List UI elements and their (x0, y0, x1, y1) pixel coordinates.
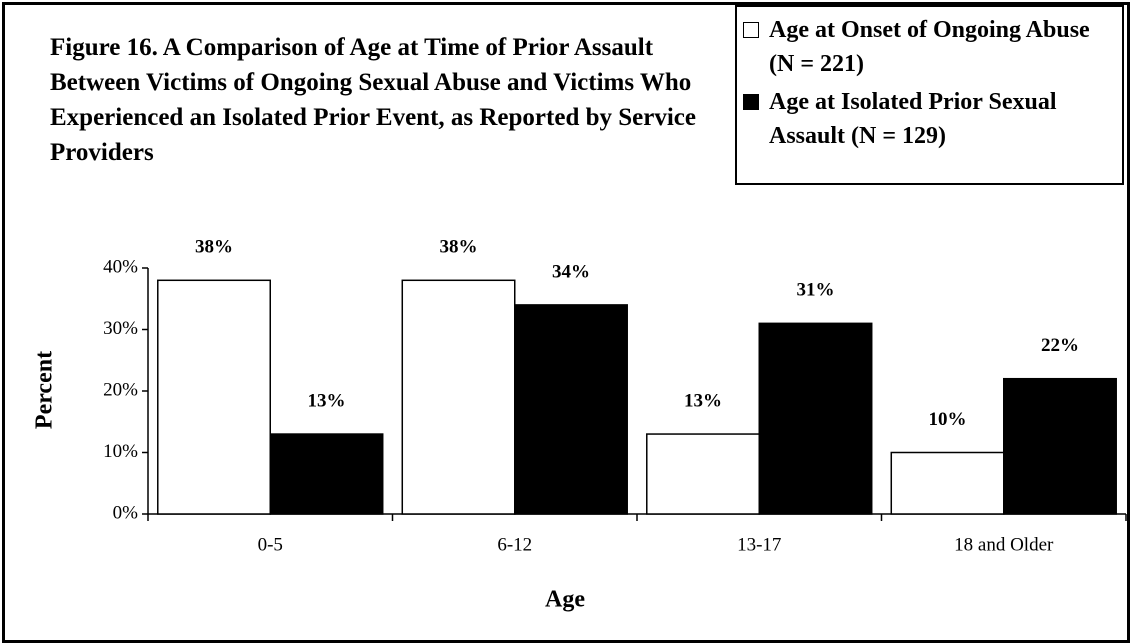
y-tick-label: 30% (103, 318, 138, 339)
bar (157, 279, 271, 515)
bar (890, 451, 1005, 515)
legend-swatch (743, 94, 759, 110)
x-tick-label: 0-5 (258, 534, 283, 555)
legend-item: Age at Isolated Prior Sexual Assault (N … (741, 85, 1118, 153)
y-axis-label: Percent (32, 351, 58, 429)
bar (514, 304, 628, 515)
value-label: 10% (929, 409, 967, 430)
y-tick-label: 10% (103, 441, 138, 462)
legend-label: Age at Onset of Ongoing Abuse (N = 221) (769, 17, 1090, 77)
value-label: 38% (440, 237, 478, 258)
legend-swatch (743, 22, 759, 38)
bar (269, 433, 384, 515)
legend: Age at Onset of Ongoing Abuse (N = 221) A… (735, 5, 1124, 185)
chart-title: Figure 16. A Comparison of Age at Time o… (50, 34, 696, 166)
bar (646, 433, 761, 515)
x-tick-label: 13-17 (737, 534, 781, 555)
value-label: 34% (552, 261, 590, 282)
legend-item: Age at Onset of Ongoing Abuse (N = 221) (741, 13, 1118, 81)
y-tick-label: 40% (103, 256, 138, 277)
value-label: 22% (1041, 335, 1079, 356)
x-tick-label: 6-12 (497, 534, 532, 555)
x-axis-label: Age (545, 587, 585, 613)
value-label: 13% (307, 390, 345, 411)
x-tick-label: 18 and Older (954, 534, 1054, 555)
value-label: 31% (796, 280, 834, 301)
y-tick-label: 0% (113, 502, 139, 523)
bar (1003, 377, 1117, 515)
bar (758, 322, 873, 515)
y-tick-label: 20% (103, 379, 138, 400)
value-label: 38% (195, 237, 233, 258)
value-label: 13% (684, 390, 722, 411)
legend-label: Age at Isolated Prior Sexual Assault (N … (769, 89, 1057, 149)
bar (401, 279, 516, 515)
